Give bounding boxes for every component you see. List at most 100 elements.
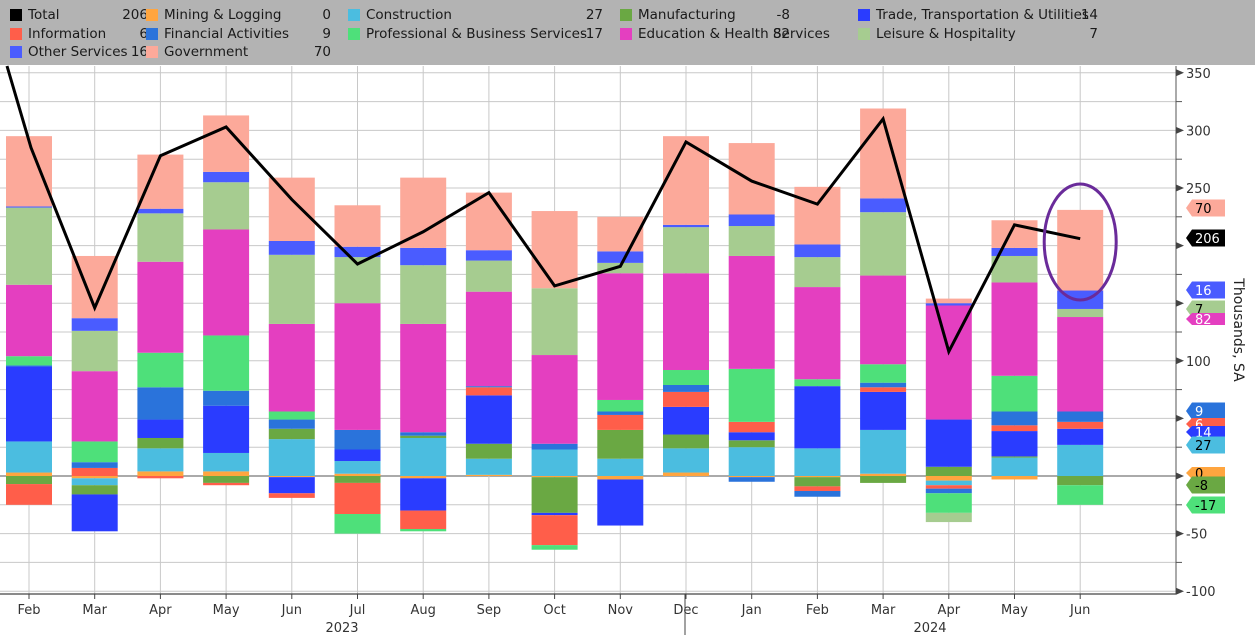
- y-tick-marker: [1176, 587, 1184, 595]
- bar-segment: [794, 386, 841, 449]
- y-tick-label: 300: [1186, 124, 1211, 139]
- legend-item: Manufacturing -8: [620, 6, 790, 24]
- bar-segment: [268, 476, 315, 478]
- y-tick-marker: [1176, 184, 1184, 192]
- bar-segment: [728, 421, 775, 433]
- legend-item: Other Services 16: [10, 43, 148, 61]
- bar-segment: [465, 387, 512, 396]
- bar-segment: [860, 473, 907, 476]
- legend-label: Construction: [366, 7, 452, 23]
- bar-segment: [663, 406, 709, 435]
- bar-segment: [465, 386, 512, 388]
- bar-segment: [531, 288, 578, 356]
- legend-swatch: [858, 27, 870, 40]
- bar-segment: [400, 177, 447, 248]
- legend-swatch: [10, 27, 22, 40]
- end-label-value: 27: [1195, 439, 1212, 454]
- y-tick-label: -100: [1186, 585, 1216, 600]
- legend-item: Education & Health Services 82: [620, 25, 830, 43]
- bar-segment: [400, 437, 447, 476]
- bar-segment: [137, 387, 184, 420]
- bar-segment: [794, 186, 841, 245]
- bar-segment: [203, 452, 250, 472]
- bar-segment: [991, 375, 1038, 412]
- legend-item: Government 70: [146, 43, 331, 61]
- highlight-ellipse: [1042, 182, 1118, 302]
- end-label-tag: [1186, 313, 1225, 325]
- legend: Total 206 Information 6 Other Services 16 Mini…: [0, 0, 1255, 65]
- bar-segment: [925, 466, 972, 476]
- bar-segment: [268, 493, 315, 498]
- bar-segment: [268, 254, 315, 324]
- bar-segment: [728, 432, 775, 441]
- bar-segment: [6, 206, 52, 208]
- end-label-value: 7: [1195, 303, 1203, 318]
- bar-segment: [925, 298, 972, 304]
- x-tick-label: Nov: [608, 603, 634, 618]
- bar-segment: [1057, 485, 1104, 505]
- x-tick-label: Apr: [938, 603, 961, 618]
- bar-segment: [71, 485, 118, 495]
- end-label-tag: [1186, 402, 1225, 420]
- bar-segment: [268, 323, 315, 412]
- bar-segment: [137, 476, 184, 479]
- bar-segment: [794, 244, 841, 258]
- bar-segment: [203, 405, 250, 453]
- bar-segment: [400, 528, 447, 532]
- bar-segment: [991, 411, 1038, 426]
- bar-segment: [71, 494, 118, 532]
- bar-segment: [860, 387, 907, 392]
- bar-segment: [1057, 428, 1104, 445]
- bar-segment: [531, 512, 578, 516]
- bar-segment: [860, 275, 907, 365]
- bar-segment: [728, 226, 775, 256]
- bar-segment: [663, 227, 709, 274]
- legend-label: Leisure & Hospitality: [876, 25, 1016, 42]
- y-tick-marker: [1176, 126, 1184, 134]
- x-tick-label: Dec: [673, 603, 698, 618]
- bar-segment: [728, 368, 775, 422]
- y-axis: 350 300 250 100 -50 -100 Thousands, SA: [0, 66, 1246, 600]
- bar-segment: [137, 154, 184, 209]
- y-tick-marker: [1176, 357, 1184, 365]
- end-label-value: -17: [1195, 499, 1216, 514]
- bar-segment: [6, 365, 52, 367]
- bar-segment: [663, 136, 709, 225]
- bar-segment: [728, 477, 775, 482]
- bar-segment: [465, 395, 512, 444]
- bar-segment: [860, 364, 907, 383]
- bar-segment: [925, 485, 972, 489]
- bar-segment: [137, 208, 184, 214]
- legend-value: 206: [122, 7, 148, 23]
- legend-item: Professional & Business Services -17: [348, 25, 603, 43]
- legend-swatch: [146, 27, 158, 40]
- end-label-tag: [1186, 281, 1225, 299]
- y-tick-marker: [1176, 414, 1184, 422]
- bar-segment: [203, 229, 250, 336]
- end-label-tag: [1186, 496, 1225, 514]
- bar-segment: [1057, 308, 1104, 318]
- bar-segment: [531, 449, 578, 476]
- legend-value: 6: [139, 25, 148, 42]
- bar-segment: [137, 213, 184, 262]
- year-label-2024: 2024: [913, 621, 946, 635]
- bar-segment: [925, 480, 972, 486]
- bar-segment: [334, 429, 381, 450]
- legend-label: Government: [164, 44, 249, 60]
- x-tick-label: May: [1001, 603, 1028, 618]
- bar-segment: [6, 476, 52, 485]
- bar-segment: [203, 390, 250, 406]
- bar-segment: [71, 330, 118, 372]
- x-tick-label: Mar: [871, 603, 896, 618]
- legend-label: Total: [28, 7, 60, 23]
- bar-segment: [465, 458, 512, 475]
- bar-segment: [728, 476, 775, 478]
- bar-segment: [663, 224, 709, 228]
- y-tick-label: 100: [1186, 355, 1211, 370]
- bar-segment: [794, 448, 841, 476]
- end-label-value: 82: [1195, 313, 1212, 328]
- bar-segment: [925, 476, 972, 481]
- legend-label: Financial Activities: [164, 25, 289, 42]
- end-label-tag: [1186, 199, 1225, 217]
